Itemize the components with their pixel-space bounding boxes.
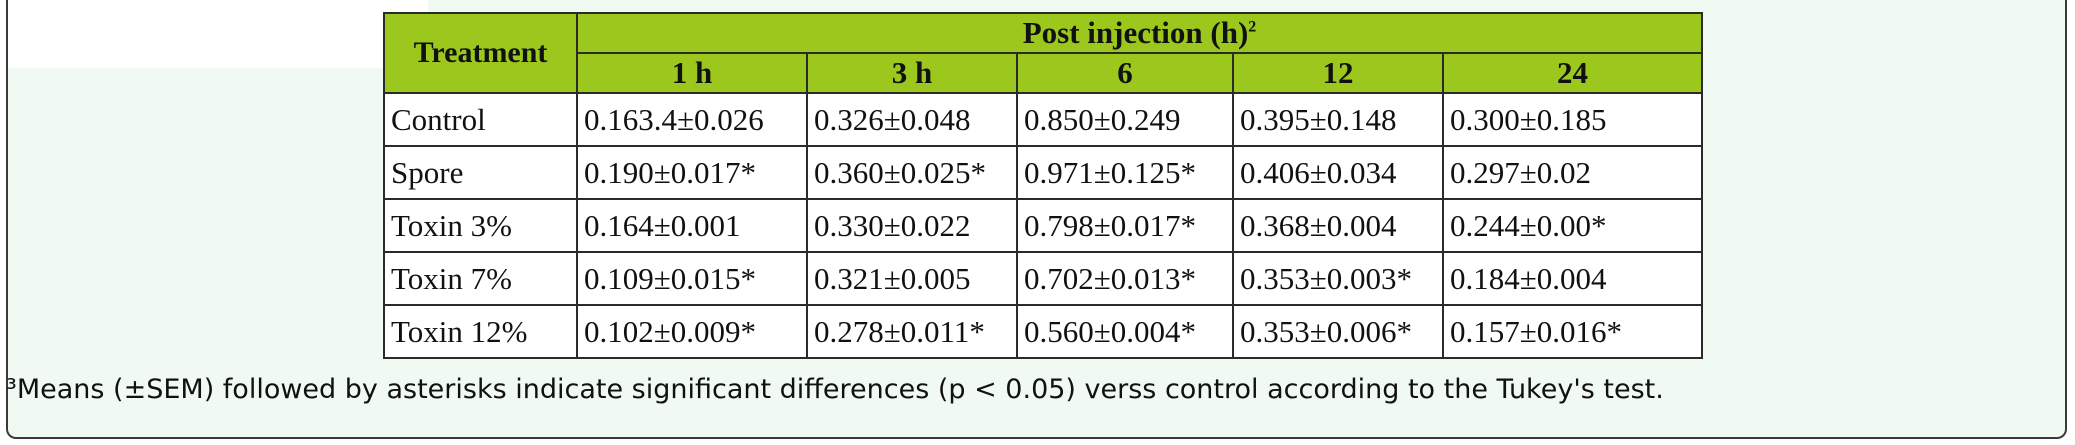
table-cell: 0.244±0.00* (1442, 198, 1703, 253)
table-cell: 0.798±0.017* (1016, 198, 1234, 253)
table-cell: 0.297±0.02 (1442, 145, 1703, 200)
top-white-region (8, 0, 428, 68)
row-label: Toxin 3% (383, 198, 578, 253)
table-cell: 0.300±0.185 (1442, 92, 1703, 147)
column-header: 6 (1016, 52, 1234, 94)
table-cell: 0.330±0.022 (806, 198, 1018, 253)
table-cell: 0.395±0.148 (1232, 92, 1444, 147)
table-cell: 0.368±0.004 (1232, 198, 1444, 253)
header-row-group: Treatment Post injection (h)2 (383, 12, 1703, 94)
table-row: Toxin 12% 0.102±0.009* 0.278±0.011* 0.56… (383, 304, 1703, 359)
row-label: Control (383, 92, 578, 147)
post-injection-label: Post injection (h) (1022, 15, 1249, 50)
table-cell: 0.326±0.048 (806, 92, 1018, 147)
table-cell: 0.278±0.011* (806, 304, 1018, 359)
table-row: Toxin 7% 0.109±0.015* 0.321±0.005 0.702±… (383, 251, 1703, 306)
table-cell: 0.971±0.125* (1016, 145, 1234, 200)
row-label: Toxin 12% (383, 304, 578, 359)
post-injection-superscript: 2 (1248, 18, 1257, 36)
column-header: 1 h (576, 52, 808, 94)
table-cell: 0.163.4±0.026 (576, 92, 808, 147)
treatment-header: Treatment (383, 12, 578, 94)
table-cell: 0.560±0.004* (1016, 304, 1234, 359)
table-footnote: ³Means (±SEM) followed by asterisks indi… (6, 374, 1664, 405)
column-header: 3 h (806, 52, 1018, 94)
table-row: Toxin 3% 0.164±0.001 0.330±0.022 0.798±0… (383, 198, 1703, 253)
row-label: Toxin 7% (383, 251, 578, 306)
column-header: 24 (1442, 52, 1703, 94)
column-header: 12 (1232, 52, 1444, 94)
header-row-columns: 1 h 3 h 6 12 24 (384, 52, 1703, 94)
table-cell: 0.109±0.015* (576, 251, 808, 306)
table-cell: 0.850±0.249 (1016, 92, 1234, 147)
table-cell: 0.353±0.006* (1232, 304, 1444, 359)
table-cell: 0.184±0.004 (1442, 251, 1703, 306)
table-cell: 0.164±0.001 (576, 198, 808, 253)
table-row: Spore 0.190±0.017* 0.360±0.025* 0.971±0.… (383, 145, 1703, 200)
content-panel: Treatment Post injection (h)2 1 h 3 h 6 … (6, 0, 2067, 439)
table-cell: 0.353±0.003* (1232, 251, 1444, 306)
row-label: Spore (383, 145, 578, 200)
table-cell: 0.406±0.034 (1232, 145, 1444, 200)
table-row: Control 0.163.4±0.026 0.326±0.048 0.850±… (383, 92, 1703, 147)
table-cell: 0.190±0.017* (576, 145, 808, 200)
data-table-wrapper: Treatment Post injection (h)2 1 h 3 h 6 … (383, 12, 1703, 359)
table-cell: 0.157±0.016* (1442, 304, 1703, 359)
table-cell: 0.102±0.009* (576, 304, 808, 359)
table-cell: 0.321±0.005 (806, 251, 1018, 306)
table-cell: 0.702±0.013* (1016, 251, 1234, 306)
table-cell: 0.360±0.025* (806, 145, 1018, 200)
results-table: Treatment Post injection (h)2 1 h 3 h 6 … (383, 12, 1703, 359)
post-injection-header: Post injection (h)2 (576, 12, 1703, 54)
